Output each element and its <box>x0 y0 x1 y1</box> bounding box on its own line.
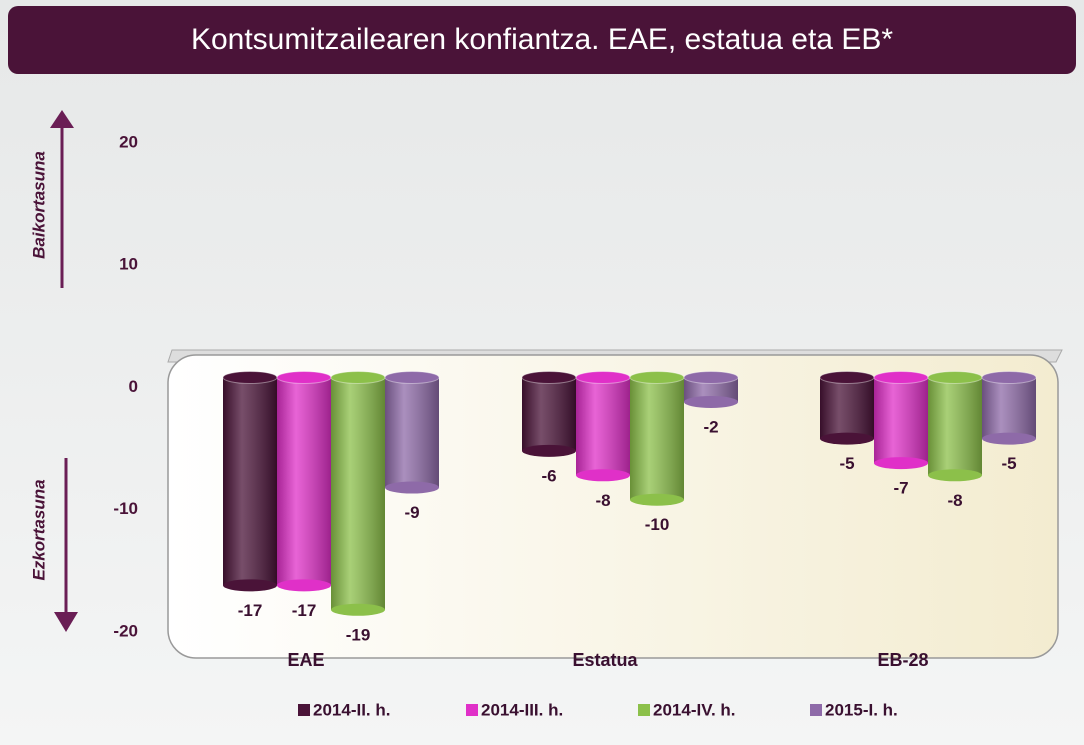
arrow-head <box>50 110 74 128</box>
bar-bottom-cap <box>982 432 1036 445</box>
legend-swatch <box>638 704 650 716</box>
bar-shade <box>331 377 385 610</box>
legend-label: 2014-IV. h. <box>653 700 736 719</box>
bar-bottom-cap <box>522 444 576 457</box>
bar-top-cap <box>384 371 440 384</box>
value-label: -7 <box>893 479 908 498</box>
value-label: -9 <box>404 503 419 522</box>
negative-label: Ezkortasuna <box>29 479 48 580</box>
bar-top-cap <box>276 371 332 384</box>
value-label: -8 <box>947 491 962 510</box>
legend-swatch <box>466 704 478 716</box>
value-label: -19 <box>346 625 371 644</box>
bar-bottom-cap <box>331 603 385 616</box>
legend-label: 2015-I. h. <box>825 700 898 719</box>
y-tick-label: 10 <box>119 255 138 274</box>
bar-top-cap <box>683 371 739 384</box>
bar-top-cap <box>521 371 577 384</box>
title-banner <box>8 6 1076 74</box>
arrow-head <box>54 612 78 632</box>
bar-shade <box>874 377 928 464</box>
positive-label: Baikortasuna <box>29 151 48 259</box>
y-tick-label: -10 <box>113 499 138 518</box>
value-label: -6 <box>541 466 556 485</box>
bar-shade <box>223 377 277 586</box>
bar-bottom-cap <box>874 457 928 470</box>
bar-shade <box>820 377 874 439</box>
bar-shade <box>928 377 982 476</box>
bar-bottom-cap <box>820 432 874 445</box>
bar-top-cap <box>981 371 1037 384</box>
chart-title: Kontsumitzailearen konfiantza. EAE, esta… <box>191 23 893 56</box>
bar-bottom-cap <box>385 481 439 494</box>
bar-shade <box>630 377 684 500</box>
legend-label: 2014-III. h. <box>481 700 563 719</box>
bar-bottom-cap <box>277 579 331 592</box>
bar-top-cap <box>330 371 386 384</box>
y-tick-label: -20 <box>113 621 138 640</box>
legend-label: 2014-II. h. <box>313 700 390 719</box>
bar-bottom-cap <box>576 469 630 482</box>
bar-shade <box>277 377 331 586</box>
bar-bottom-cap <box>684 395 738 408</box>
bar-top-cap <box>927 371 983 384</box>
value-label: -10 <box>645 515 670 534</box>
y-tick-label: 20 <box>119 132 138 151</box>
y-tick-label: 0 <box>129 377 138 396</box>
bar-top-cap <box>575 371 631 384</box>
value-label: -5 <box>1001 454 1016 473</box>
bar-bottom-cap <box>223 579 277 592</box>
bar-bottom-cap <box>928 469 982 482</box>
x-tick-label: EAE <box>287 650 324 670</box>
bar-shade <box>576 377 630 476</box>
value-label: -17 <box>238 601 263 620</box>
x-tick-label: EB-28 <box>877 650 928 670</box>
value-label: -2 <box>703 417 718 436</box>
bar-shade <box>385 377 439 488</box>
value-label: -17 <box>292 601 317 620</box>
value-label: -5 <box>839 454 854 473</box>
legend-swatch <box>810 704 822 716</box>
value-label: -8 <box>595 491 610 510</box>
bar-top-cap <box>819 371 875 384</box>
bar-shade <box>522 377 576 451</box>
bar-bottom-cap <box>630 493 684 506</box>
bar-top-cap <box>629 371 685 384</box>
bar-top-cap <box>873 371 929 384</box>
legend-swatch <box>298 704 310 716</box>
bar-top-cap <box>222 371 278 384</box>
bar-shade <box>982 377 1036 439</box>
x-tick-label: Estatua <box>572 650 638 670</box>
